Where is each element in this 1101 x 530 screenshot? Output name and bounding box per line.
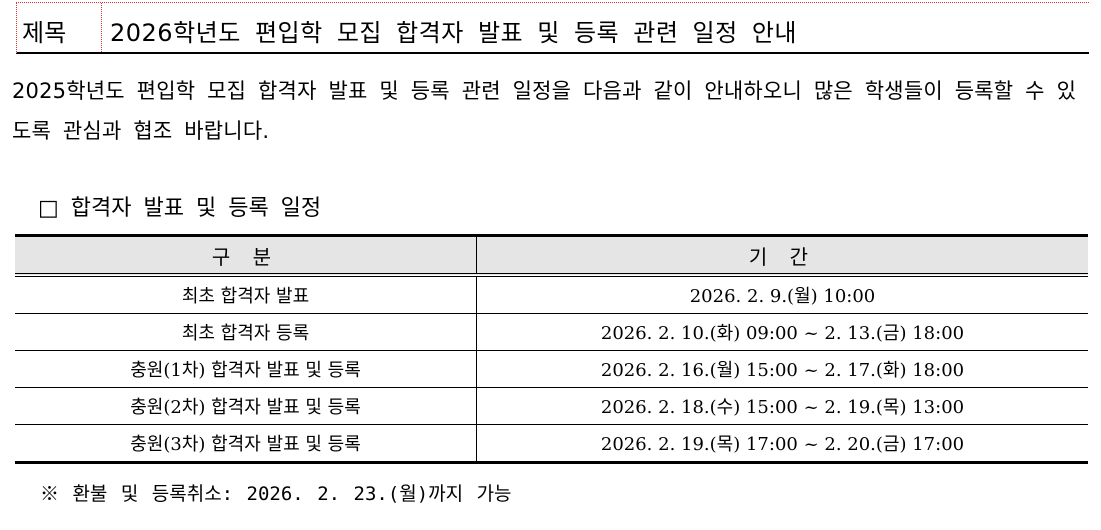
table-row: 최초 합격자 발표 2026. 2. 9.(월) 10:00 — [15, 275, 1088, 314]
row-period: 2026. 2. 19.(목) 17:00 ~ 2. 20.(금) 17:00 — [476, 424, 1088, 464]
table-row: 최초 합격자 등록 2026. 2. 10.(화) 09:00 ~ 2. 13.(… — [15, 313, 1088, 351]
intro-paragraph: 2025학년도 편입학 모집 합격자 발표 및 등록 관련 일정을 다음과 같이… — [12, 79, 1077, 143]
section-heading: □ 합격자 발표 및 등록 일정 — [38, 196, 322, 221]
row-period: 2026. 2. 18.(수) 15:00 ~ 2. 19.(목) 13:00 — [476, 387, 1088, 425]
table-row: 충원(1차) 합격자 발표 및 등록 2026. 2. 16.(월) 15:00 … — [15, 350, 1088, 388]
header-category: 구 분 — [15, 234, 477, 277]
title-separator — [101, 3, 102, 52]
table-row: 충원(2차) 합격자 발표 및 등록 2026. 2. 18.(수) 15:00 … — [15, 387, 1088, 425]
row-category: 충원(1차) 합격자 발표 및 등록 — [15, 350, 477, 388]
schedule-table: 구 분 기 간 최초 합격자 발표 2026. 2. 9.(월) 10:00 최초… — [15, 234, 1088, 464]
row-period: 2026. 2. 10.(화) 09:00 ~ 2. 13.(금) 18:00 — [476, 313, 1088, 351]
table-row: 충원(3차) 합격자 발표 및 등록 2026. 2. 19.(목) 17:00 … — [15, 424, 1088, 464]
row-category: 충원(2차) 합격자 발표 및 등록 — [15, 387, 477, 425]
row-category: 충원(3차) 합격자 발표 및 등록 — [15, 424, 477, 464]
refund-note: ※ 환불 및 등록취소: 2026. 2. 23.(월)까지 가능 — [40, 483, 512, 505]
title-row: 제목 2026학년도 편입학 모집 합격자 발표 및 등록 관련 일정 안내 — [16, 2, 1089, 54]
row-period: 2026. 2. 16.(월) 15:00 ~ 2. 17.(화) 18:00 — [476, 350, 1088, 388]
row-category: 최초 합격자 발표 — [15, 275, 477, 314]
table-header-row: 구 분 기 간 — [15, 234, 1088, 277]
header-period: 기 간 — [476, 234, 1088, 277]
row-period: 2026. 2. 9.(월) 10:00 — [476, 275, 1088, 314]
document-title: 2026학년도 편입학 모집 합격자 발표 및 등록 관련 일정 안내 — [110, 19, 797, 47]
title-label: 제목 — [22, 19, 67, 47]
row-category: 최초 합격자 등록 — [15, 313, 477, 351]
